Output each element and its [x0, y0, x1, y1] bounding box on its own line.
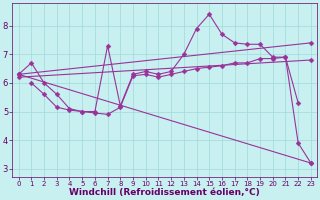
X-axis label: Windchill (Refroidissement éolien,°C): Windchill (Refroidissement éolien,°C): [69, 188, 260, 197]
